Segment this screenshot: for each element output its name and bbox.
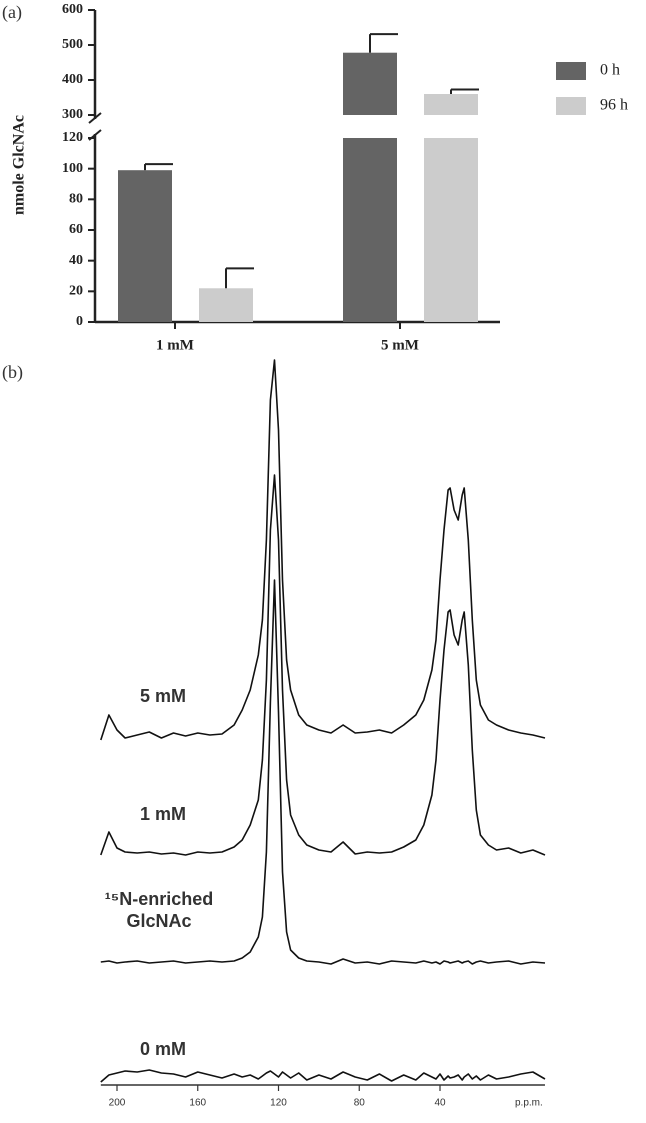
bar bbox=[424, 94, 478, 115]
legend-label: 96 h bbox=[600, 97, 628, 114]
axis-break bbox=[88, 112, 102, 124]
x-tick-label: 1 mM bbox=[156, 337, 194, 353]
y-tick-label: 400 bbox=[62, 72, 83, 87]
bar bbox=[343, 52, 397, 115]
x-tick-label: 5 mM bbox=[381, 337, 419, 353]
y-tick-label: 100 bbox=[62, 161, 83, 176]
legend-swatch bbox=[556, 97, 586, 115]
bar bbox=[199, 288, 253, 322]
bar bbox=[118, 170, 172, 322]
panel-label: (b) bbox=[2, 362, 23, 383]
y-axis-label: nmole GlcNAc bbox=[11, 115, 28, 215]
y-tick-label: 0 bbox=[76, 314, 83, 329]
bar bbox=[343, 138, 397, 322]
spectrum-trace bbox=[100, 1069, 546, 1083]
y-tick-label: 40 bbox=[69, 253, 83, 268]
y-tick-label: 20 bbox=[69, 284, 83, 299]
trace-label: 0 mM bbox=[140, 1039, 186, 1059]
legend-swatch bbox=[556, 62, 586, 80]
x-tick-label: 40 bbox=[434, 1098, 446, 1109]
y-tick-label: 80 bbox=[69, 192, 83, 207]
bar bbox=[424, 138, 478, 322]
x-tick-label: 160 bbox=[189, 1098, 206, 1109]
legend-label: 0 h bbox=[600, 62, 620, 79]
spectrum-trace bbox=[100, 359, 546, 741]
trace-label: 5 mM bbox=[140, 686, 186, 706]
y-tick-label: 60 bbox=[69, 222, 83, 237]
y-tick-label: 500 bbox=[62, 37, 83, 52]
x-tick-label: 120 bbox=[270, 1098, 287, 1109]
y-tick-label: 120 bbox=[62, 130, 83, 145]
spectrum-trace bbox=[100, 474, 546, 856]
spectrum-trace bbox=[100, 579, 546, 965]
y-tick-label: 300 bbox=[62, 107, 83, 122]
trace-label: 1 mM bbox=[140, 804, 186, 824]
x-tick-label: 200 bbox=[109, 1098, 126, 1109]
x-tick-label: 80 bbox=[354, 1098, 366, 1109]
trace-label: ¹⁵N-enriched GlcNAc bbox=[104, 889, 214, 931]
y-tick-label: 600 bbox=[62, 2, 83, 17]
panel-label: (a) bbox=[2, 2, 22, 23]
x-axis-label: p.p.m. bbox=[515, 1098, 543, 1109]
